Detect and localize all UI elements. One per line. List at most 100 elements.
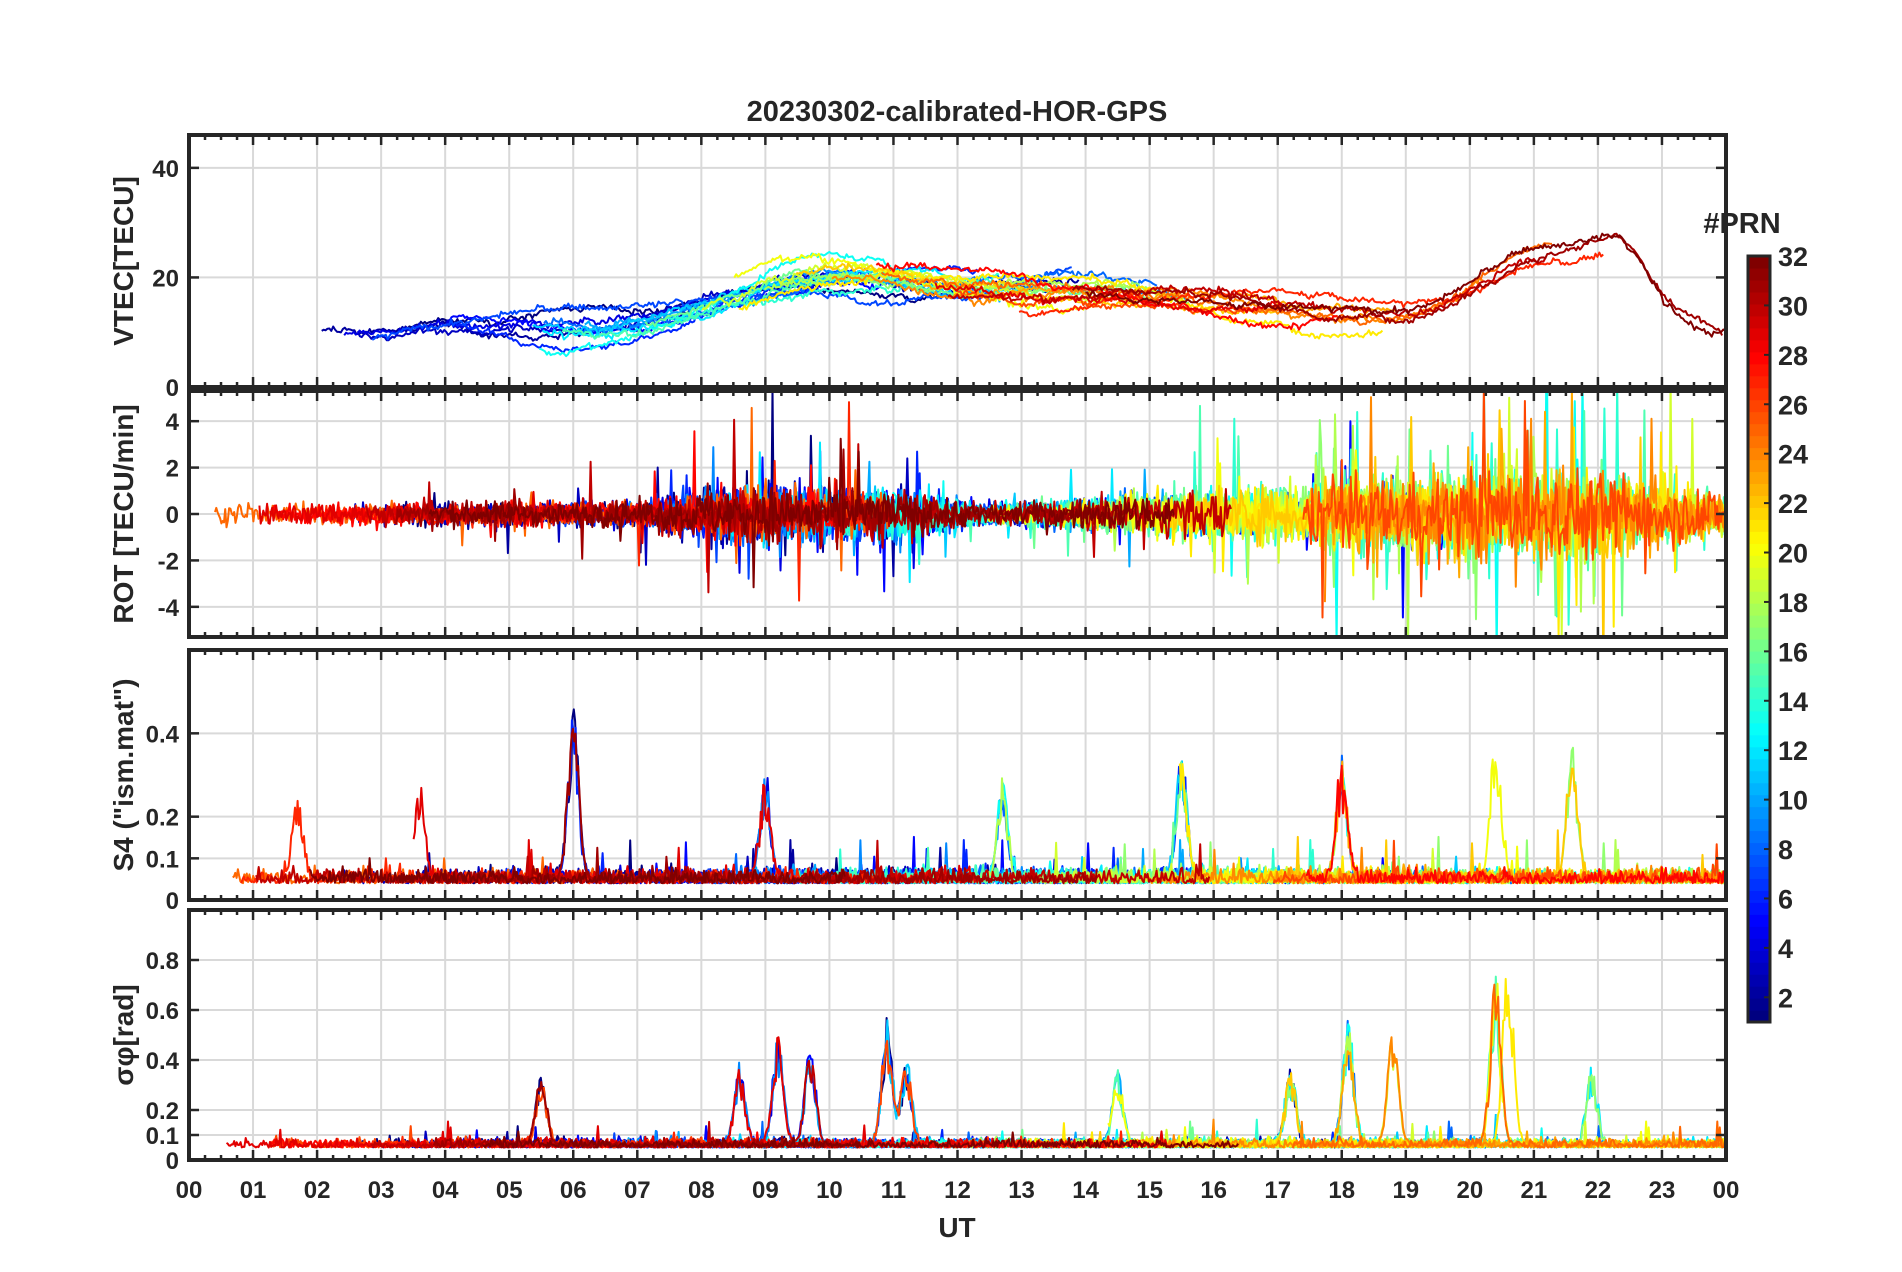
colorbar-segment [1748, 507, 1770, 520]
panel-s4: 0 0.1 0.2 0.4 S4 ("ism.mat") [108, 648, 1728, 915]
colorbar-tick-label: 10 [1778, 786, 1808, 816]
x-tick-label: 19 [1392, 1177, 1419, 1204]
colorbar-segment [1748, 842, 1770, 856]
colorbar-segment [1748, 830, 1770, 844]
y-tick-label: 0.1 [146, 846, 179, 873]
x-ticks [187, 650, 1728, 900]
prn-series [354, 1017, 1054, 1149]
colorbar-tick-label: 18 [1778, 588, 1808, 618]
prn-series [1071, 232, 1723, 336]
colorbar-segment [1748, 339, 1770, 353]
x-tick-label: 03 [368, 1177, 395, 1204]
colorbar-tick-label: 2 [1778, 983, 1793, 1013]
series-group [321, 232, 1726, 358]
y-axis-label: S4 ("ism.mat") [108, 678, 139, 871]
colorbar-segment [1748, 650, 1770, 664]
x-ticks [187, 135, 1728, 387]
x-tick-label: 05 [496, 1177, 523, 1204]
y-tick-label: 0.6 [146, 998, 179, 1025]
prn-series [225, 1036, 1173, 1149]
prn-series [997, 975, 1726, 1149]
colorbar-segment [1748, 914, 1770, 927]
colorbar-segment [1748, 674, 1770, 688]
y-tick-label: -4 [158, 595, 180, 622]
prn-series [839, 391, 1592, 637]
colorbar-segment [1748, 938, 1770, 951]
colorbar-tick-label: 8 [1778, 835, 1793, 865]
colorbar-tick-label: 32 [1778, 242, 1808, 272]
colorbar-tick-label: 14 [1778, 687, 1808, 717]
colorbar-segment [1748, 483, 1770, 496]
y-tick-label: 0.2 [146, 1098, 179, 1125]
colorbar-segment [1748, 411, 1770, 425]
x-tick-label: 07 [624, 1177, 651, 1204]
colorbar-segment [1748, 543, 1770, 556]
colorbar-segment [1748, 806, 1770, 820]
colorbar-segment [1748, 603, 1770, 616]
colorbar-segment [1748, 734, 1770, 748]
x-tick-label: 22 [1585, 1177, 1612, 1204]
colorbar-segment [1748, 567, 1770, 580]
prn-series [482, 1130, 1239, 1149]
colorbar-tick-label: 30 [1778, 291, 1808, 321]
y-tick-label: 40 [152, 156, 179, 183]
x-tick-label: 13 [1008, 1177, 1035, 1204]
x-tick-label: 10 [816, 1177, 843, 1204]
x-tick-label: 01 [240, 1177, 267, 1204]
panel-rot: -4 -2 0 2 4 ROT [TECU/min] [108, 389, 1728, 639]
prn-series [1028, 977, 1726, 1149]
colorbar-segment [1748, 495, 1770, 508]
colorbar-tick-label: 26 [1778, 390, 1808, 420]
prn-series [880, 242, 1553, 326]
colorbar-segment [1748, 459, 1770, 473]
x-ticks [187, 391, 1728, 637]
colorbar-segment [1748, 722, 1770, 736]
colorbar-segment [1748, 950, 1770, 963]
y-tick-label: 0 [166, 375, 179, 402]
prn-series [1085, 232, 1726, 338]
colorbar-segment [1748, 794, 1770, 808]
colorbar-segment [1748, 758, 1770, 772]
colorbar-segment [1748, 447, 1770, 461]
colorbar-segment [1748, 363, 1770, 377]
y-tick-label: 2 [166, 456, 179, 483]
colorbar-segment [1748, 291, 1770, 305]
prn-series [738, 270, 1384, 340]
y-tick-label: 0.2 [146, 805, 179, 832]
x-tick-label: 18 [1328, 1177, 1355, 1204]
colorbar-segment [1748, 878, 1770, 891]
colorbar-segment [1748, 256, 1770, 269]
x-tick-label: 11 [881, 1177, 906, 1204]
colorbar-segment [1748, 423, 1770, 437]
colorbar-segment [1748, 435, 1770, 449]
x-axis-label: UT [938, 1212, 975, 1243]
colorbar-segment [1748, 387, 1770, 401]
colorbar-segment [1748, 818, 1770, 832]
prn-series [696, 1019, 1497, 1149]
colorbar-tick-label: 12 [1778, 736, 1808, 766]
colorbar-segment [1748, 351, 1770, 365]
y-tick-label: 0 [166, 888, 179, 915]
colorbar-segment [1748, 710, 1770, 724]
colorbar-segment [1748, 579, 1770, 592]
colorbar-segment [1748, 303, 1770, 317]
y-tick-label: 0 [166, 1148, 179, 1175]
y-tick-label: 0.1 [146, 1123, 179, 1150]
x-tick-label: 09 [752, 1177, 779, 1204]
x-tick-label: 16 [1200, 1177, 1227, 1204]
colorbar-segment [1748, 662, 1770, 676]
colorbar-segment [1748, 974, 1770, 987]
chart-title: 20230302-calibrated-HOR-GPS [747, 96, 1168, 128]
series-group [232, 708, 1726, 885]
colorbar-tick-label: 24 [1778, 440, 1808, 470]
prn-series [875, 261, 1338, 331]
colorbar-segment [1748, 998, 1770, 1011]
x-tick-label: 08 [688, 1177, 715, 1204]
colorbar-segment [1748, 555, 1770, 568]
colorbar-segment [1748, 615, 1770, 628]
colorbar-segment [1748, 639, 1770, 652]
x-tick-label: 04 [432, 1177, 459, 1204]
colorbar-segment [1748, 267, 1770, 281]
